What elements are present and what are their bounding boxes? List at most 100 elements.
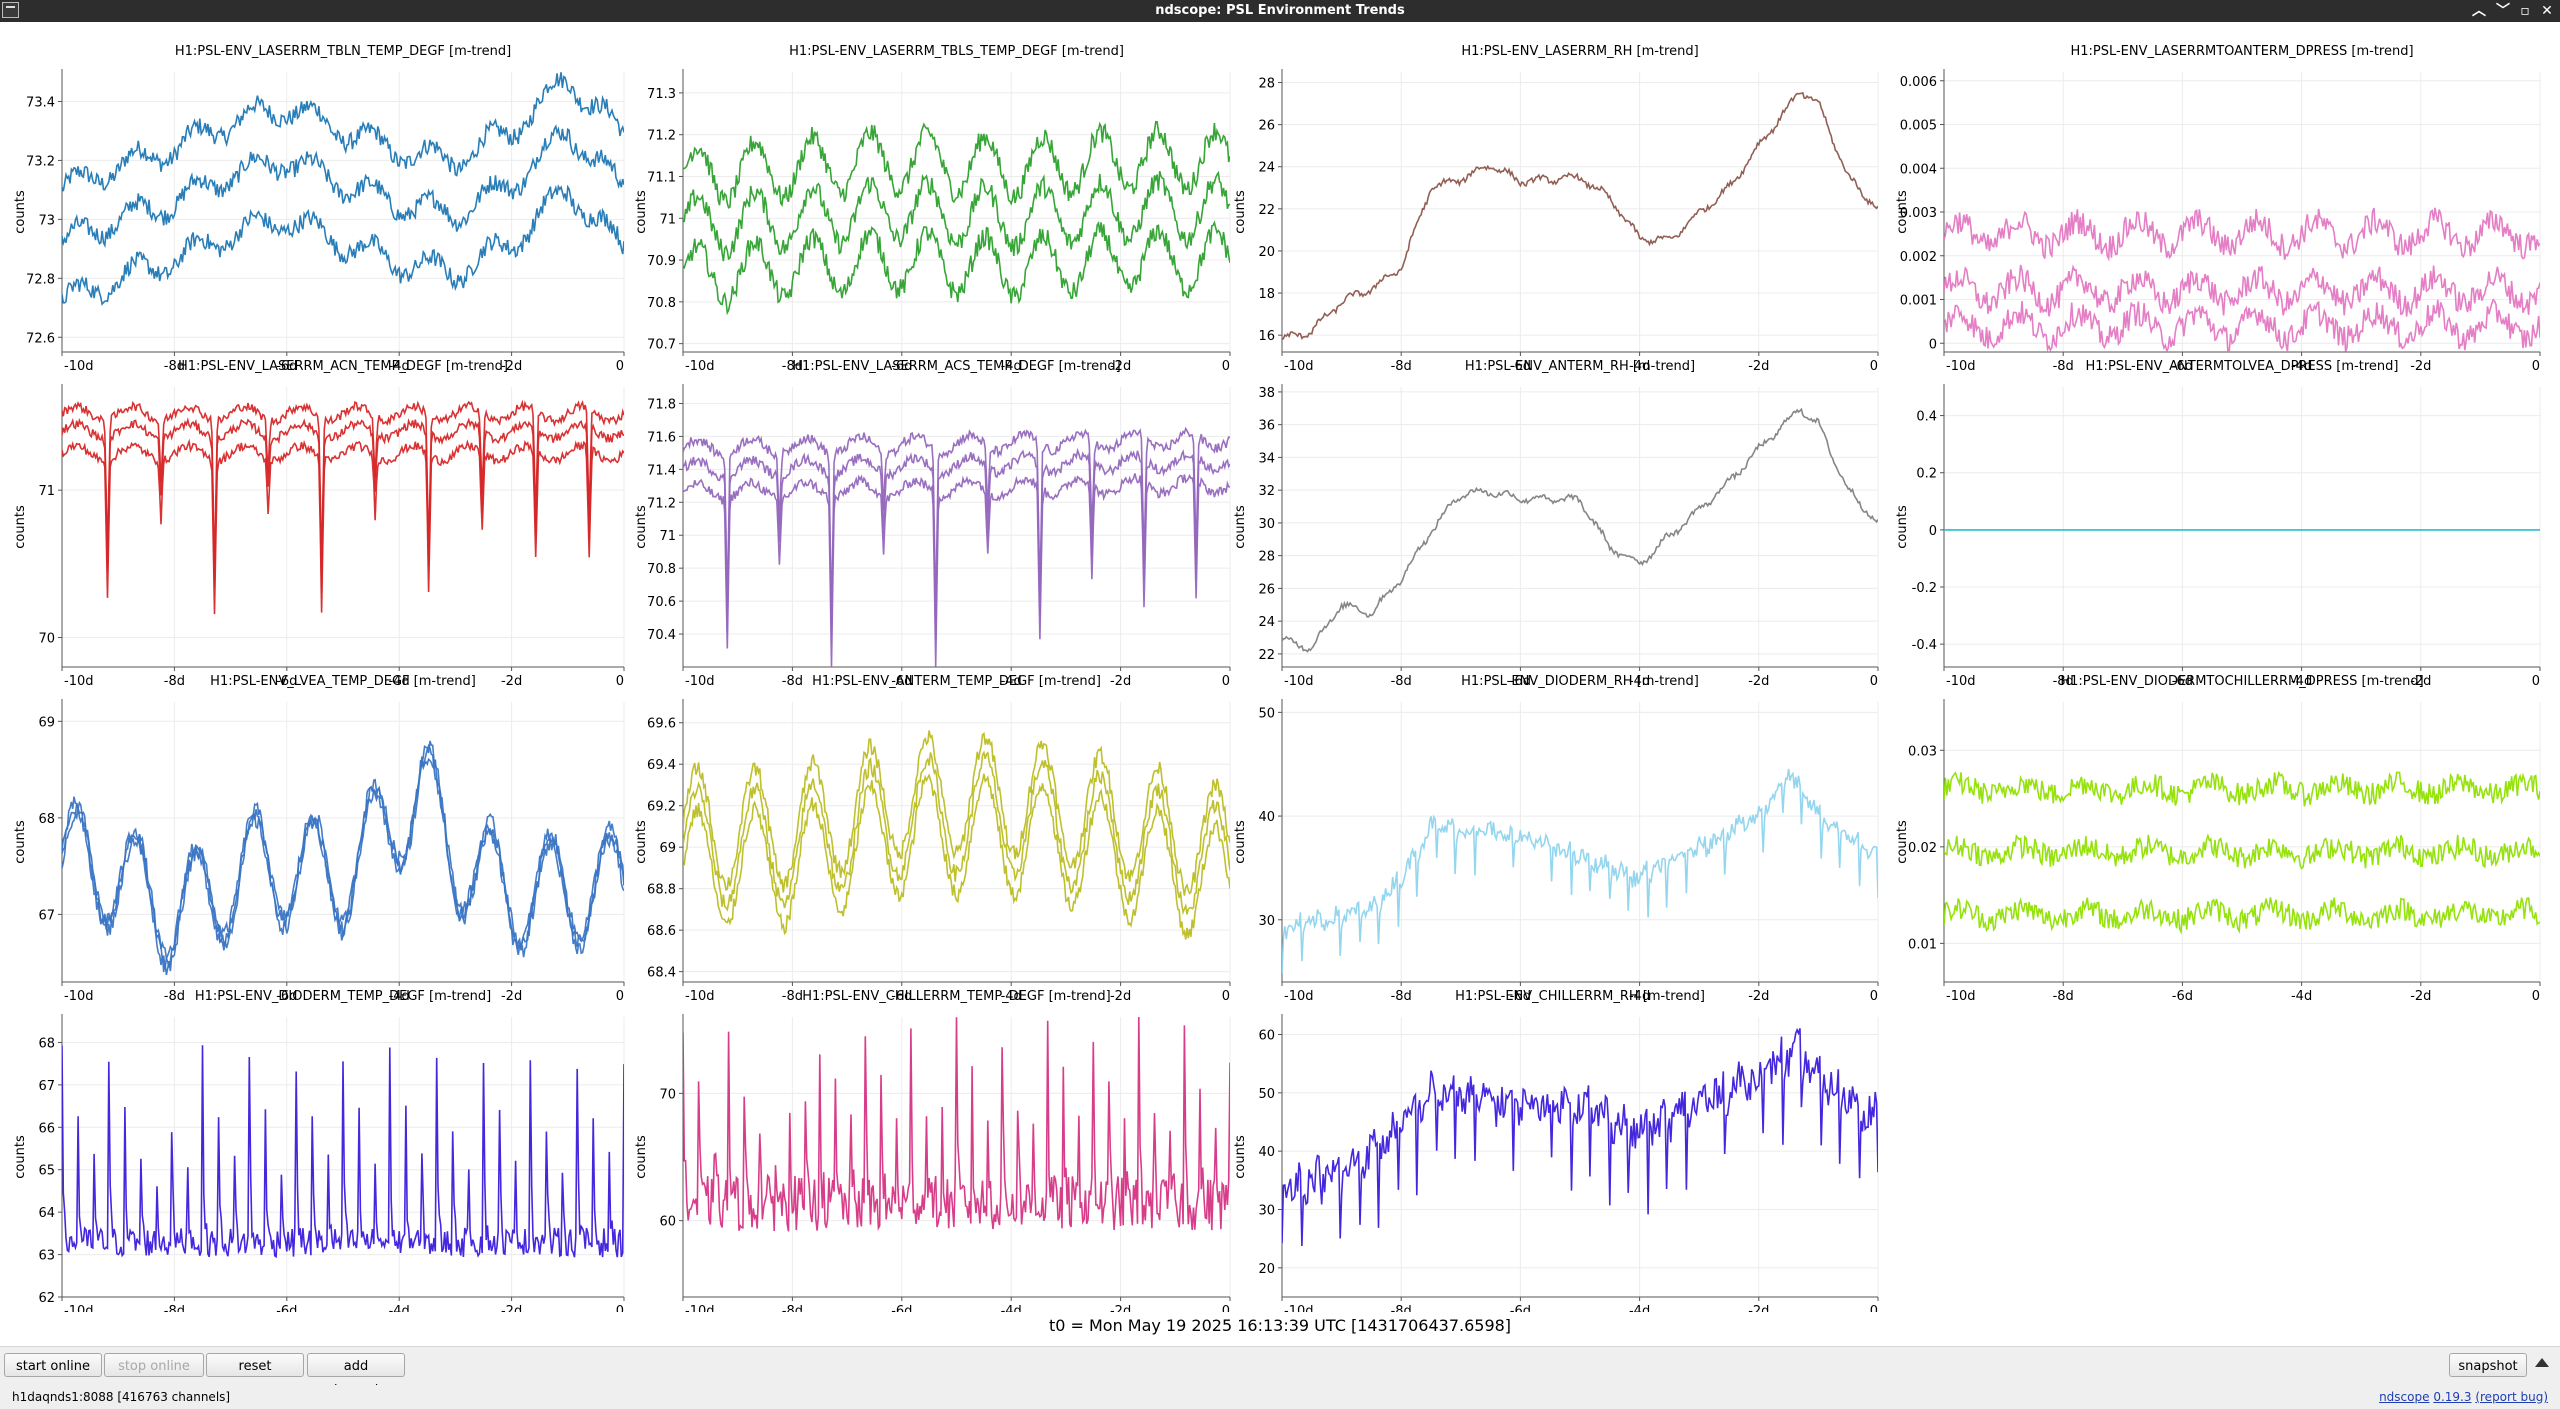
y-tick-label: 60 (659, 1215, 676, 1230)
y-tick-label: 0 (1929, 524, 1937, 539)
expand-panel-icon[interactable] (2535, 1358, 2549, 1367)
x-tick-label: -10d (64, 1304, 94, 1312)
minimize-button-icon[interactable]: ﹀ (2496, 3, 2510, 19)
y-tick-label: 71.2 (647, 496, 676, 511)
chart-title: H1:PSL-ENV_LASERRM_ACN_TEMP_DEGF [m-tren… (178, 359, 508, 374)
x-tick-label: -4d (1001, 359, 1022, 374)
report-bug-link[interactable]: (report bug) (2475, 1390, 2548, 1404)
y-axis-label: counts (1895, 505, 1910, 549)
series-group (1282, 768, 1878, 974)
series-group (1944, 207, 2540, 352)
start-online-button[interactable]: start online (4, 1353, 102, 1377)
y-tick-label: 0.003 (1900, 206, 1937, 221)
chart-title: H1:PSL-ENV_DIODERMTOCHILLERRM_DPRESS [m-… (2060, 674, 2423, 689)
stop-online-button[interactable]: stop online (104, 1353, 204, 1377)
close-icon[interactable]: ✕ (2541, 3, 2553, 19)
chart-panel: H1:PSL-ENV_LVEA_TEMP_DEGF [m-trend] count… (13, 674, 625, 1004)
series-group (1282, 407, 1878, 653)
y-tick-label: 20 (1258, 1262, 1275, 1277)
x-tick-label: -2d (1110, 1304, 1131, 1312)
x-tick-label: -4d (1629, 674, 1650, 689)
x-tick-label: -2d (501, 989, 522, 1004)
y-axis-label: counts (634, 190, 649, 234)
x-tick-label: -2d (1748, 989, 1769, 1004)
y-tick-label: 18 (1258, 287, 1275, 302)
y-tick-label: 60 (1258, 1029, 1275, 1044)
x-tick-label: -6d (891, 1304, 912, 1312)
y-axis-label: counts (13, 505, 28, 549)
y-tick-label: 34 (1258, 451, 1275, 466)
chart-panel: H1:PSL-ENV_ANTERM_RH [m-trend] counts 22 24… (1233, 359, 1879, 689)
series-line (1944, 897, 2540, 935)
version-link[interactable]: 0.19.3 (2433, 1390, 2472, 1404)
x-tick-label: -6d (2172, 674, 2193, 689)
y-tick-label: 0.02 (1908, 841, 1937, 856)
channel-count: [416763 channels] (117, 1390, 231, 1404)
x-tick-label: -4d (389, 674, 410, 689)
x-tick-label: -8d (782, 989, 803, 1004)
x-tick-label: -10d (1946, 674, 1976, 689)
y-tick-label: 70.9 (647, 254, 676, 269)
x-tick-label: -8d (2053, 989, 2074, 1004)
chart-panel: H1:PSL-ENV_LASERRM_RH [m-trend] counts 16 1… (1233, 44, 1879, 374)
x-tick-label: -4d (1629, 359, 1650, 374)
x-tick-label: -4d (389, 1304, 410, 1312)
x-tick-label: -2d (2410, 359, 2431, 374)
chart-panel: H1:PSL-ENV_DIODERM_TEMP_DEGF [m-trend] co… (13, 989, 625, 1312)
x-tick-label: -4d (2291, 674, 2312, 689)
y-axis-label: counts (634, 820, 649, 864)
series-group (1282, 1027, 1878, 1247)
plot-grid[interactable]: H1:PSL-ENV_LASERRM_TBLN_TEMP_DEGF [m-tre… (0, 22, 2560, 1312)
y-tick-label: 71.2 (647, 129, 676, 144)
chart-panel: H1:PSL-ENV_ANTERM_TEMP_DEGF [m-trend] cou… (634, 674, 1231, 1004)
chart-title: H1:PSL-ENV_LASERRMTOANTERM_DPRESS [m-tre… (2070, 44, 2413, 59)
x-tick-label: -6d (276, 989, 297, 1004)
series-line (1282, 768, 1878, 974)
window-title: ndscope: PSL Environment Trends (1155, 3, 1405, 18)
y-tick-label: 40 (1258, 1145, 1275, 1160)
series-group (62, 399, 624, 615)
y-axis-label: counts (634, 1135, 649, 1179)
series-line (683, 220, 1230, 316)
x-tick-label: -10d (685, 1304, 715, 1312)
series-line (683, 1017, 1230, 1232)
add-channels-button[interactable]: add channels (307, 1353, 405, 1398)
x-tick-label: 0 (2532, 359, 2540, 374)
y-tick-label: 73 (38, 213, 55, 228)
y-tick-label: 71.1 (647, 170, 676, 185)
maximize-icon[interactable]: ▫ (2520, 3, 2530, 19)
x-tick-label: -6d (2172, 359, 2193, 374)
x-tick-label: 0 (1222, 989, 1230, 1004)
plot-area[interactable]: H1:PSL-ENV_LASERRM_TBLN_TEMP_DEGF [m-tre… (0, 22, 2560, 1322)
x-tick-label: -10d (1284, 674, 1314, 689)
y-tick-label: 73.2 (26, 154, 55, 169)
x-tick-label: -8d (1391, 989, 1412, 1004)
y-tick-label: 22 (1258, 648, 1275, 663)
version-info: ndscope 0.19.3 (report bug) (2379, 1390, 2548, 1404)
minimize-icon[interactable]: ︿ (2472, 3, 2486, 19)
y-tick-label: 16 (1258, 329, 1275, 344)
y-tick-label: 67 (38, 908, 55, 923)
snapshot-button[interactable]: snapshot (2449, 1353, 2527, 1377)
y-tick-label: 65 (38, 1164, 55, 1179)
y-tick-label: 28 (1258, 550, 1275, 565)
ndscope-link[interactable]: ndscope (2379, 1390, 2430, 1404)
series-group (683, 120, 1230, 316)
x-tick-label: 0 (1870, 989, 1878, 1004)
reset-button[interactable]: reset (206, 1353, 304, 1377)
t0-label: t0 = Mon May 19 2025 16:13:39 UTC [14317… (1048, 1316, 1512, 1335)
y-tick-label: 0 (1929, 337, 1937, 352)
x-tick-label: -2d (501, 359, 522, 374)
x-tick-label: -4d (2291, 359, 2312, 374)
x-tick-label: 0 (1222, 1304, 1230, 1312)
series-line (62, 184, 624, 306)
x-tick-label: 0 (1870, 674, 1878, 689)
y-tick-label: 0.01 (1908, 937, 1937, 952)
series-line (1282, 92, 1878, 341)
y-tick-label: 0.004 (1900, 162, 1937, 177)
x-tick-label: -6d (891, 674, 912, 689)
x-tick-label: -4d (389, 359, 410, 374)
series-line (62, 1045, 624, 1259)
app-menu-icon[interactable] (2, 2, 19, 18)
chart-panel: H1:PSL-ENV_LASERRM_ACS_TEMP_DEGF [m-tren… (634, 359, 1231, 689)
